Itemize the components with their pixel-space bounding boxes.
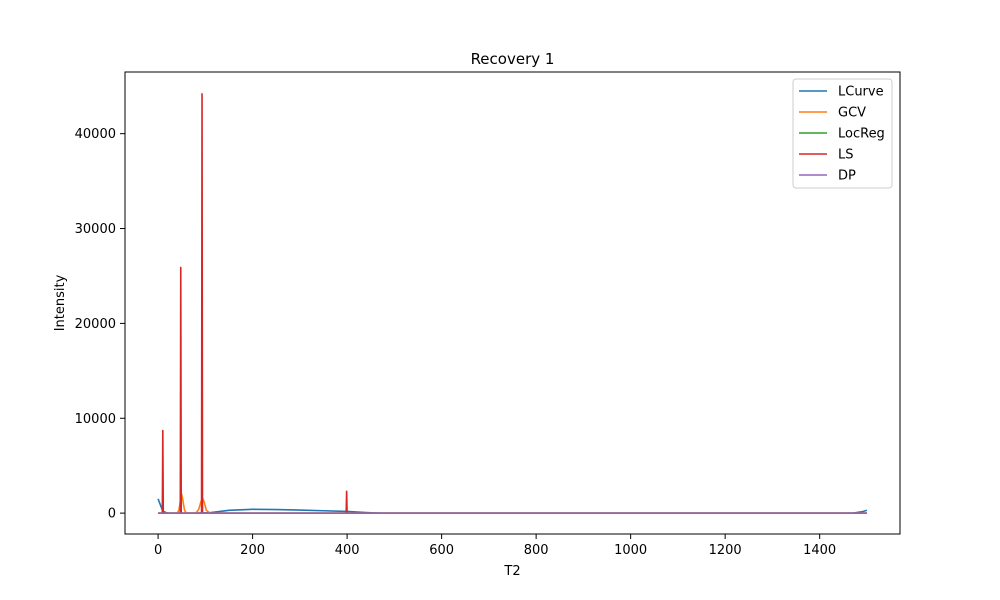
plot-frame (124, 71, 901, 535)
y-axis-label: Intensity (53, 274, 68, 331)
x-tick-label: 1200 (709, 543, 742, 558)
x-tick-label: 200 (240, 543, 265, 558)
y-tick-label: 30000 (75, 222, 116, 237)
legend-label-locreg: LocReg (838, 127, 885, 142)
legend-label-lcurve: LCurve (838, 85, 884, 100)
series-layer (157, 93, 868, 514)
x-tick-label: 1400 (803, 543, 836, 558)
x-tick-label: 400 (335, 543, 360, 558)
legend: LCurve GCV LocReg LS DP (792, 78, 893, 189)
x-tick-label: 800 (524, 543, 549, 558)
x-tick-label: 1000 (614, 543, 647, 558)
y-tick-label: 40000 (75, 127, 116, 142)
legend-box (792, 78, 893, 189)
x-tick-label: 0 (154, 543, 162, 558)
legend-label-dp: DP (838, 169, 856, 184)
x-axis-label: T2 (503, 564, 520, 579)
y-tick-label: 0 (108, 507, 116, 522)
legend-label-ls: LS (838, 148, 854, 163)
legend-label-gcv: GCV (838, 106, 866, 121)
x-axis: 0 200 400 600 800 1000 1200 1400 (154, 534, 836, 558)
chart-title: Recovery 1 (471, 50, 555, 68)
x-tick-label: 600 (429, 543, 454, 558)
y-tick-label: 20000 (75, 317, 116, 332)
y-axis: 0 10000 20000 30000 40000 (75, 127, 125, 522)
y-tick-label: 10000 (75, 412, 116, 427)
